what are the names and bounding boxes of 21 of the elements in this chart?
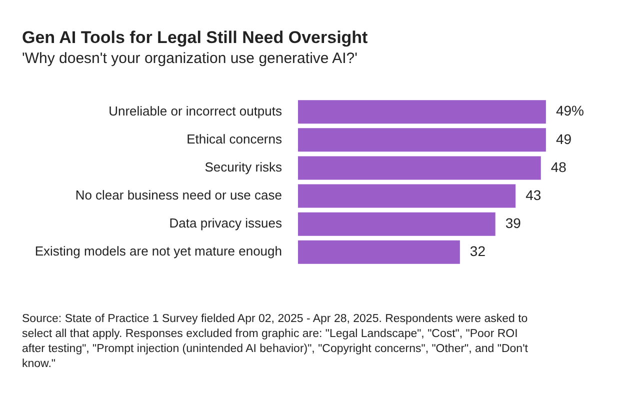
y-tick-label: Ethical concerns [186,131,282,146]
y-tick-label: Security risks [204,160,282,175]
bar [298,184,516,208]
chart-subtitle: 'Why doesn't your organization use generative AI?' [22,50,358,67]
bar [298,100,546,124]
bar [298,128,546,152]
y-tick-label: Unreliable or incorrect outputs [108,103,282,118]
source-note: Source: State of Practice 1 Survey fielded Apr 02, 2025 - Apr 28, 2025. Respondents were asked to select all that apply. Responses excluded from graphic are: "Legal Landscape", "Cost", "Poor ROI after testing", "Prompt injection (unintended AI behavior)", "Copyright concerns", "Other", and "Don't know." [22,312,529,372]
bar [298,240,460,264]
data-label: 48 [550,158,567,175]
data-label: 43 [526,186,542,203]
bar [298,212,496,236]
data-label: 32 [470,243,486,260]
data-label: 49% [556,102,584,119]
data-label: 39 [505,214,522,231]
chart-title: Gen AI Tools for Legal Still Need Oversight [22,28,368,48]
y-tick-label: Data privacy issues [169,216,282,231]
y-tick-label: No clear business need or use case [75,188,282,203]
y-tick-label: Existing models are not yet mature enough [34,244,282,259]
bar [298,156,541,180]
data-label: 49 [556,130,572,147]
